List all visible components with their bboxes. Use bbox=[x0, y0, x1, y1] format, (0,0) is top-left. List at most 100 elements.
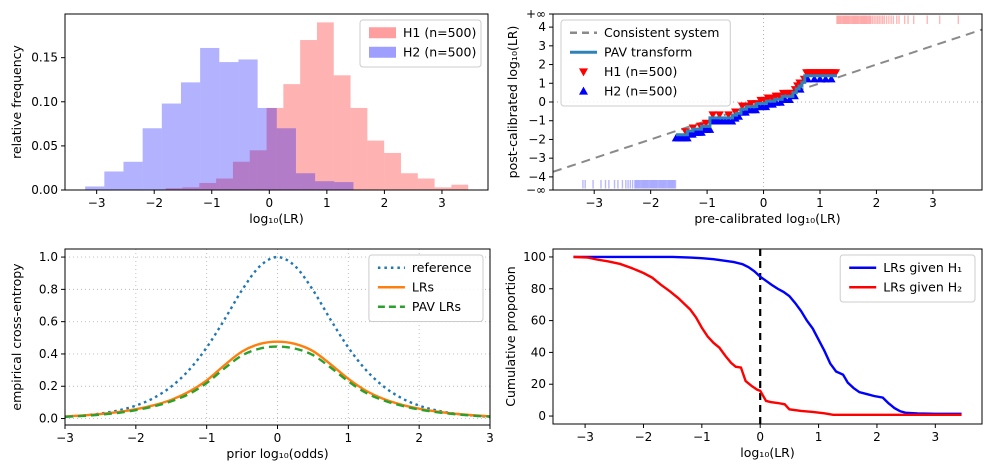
hist-bar bbox=[85, 186, 105, 190]
x-axis-label: pre-calibrated log₁₀(LR) bbox=[694, 211, 840, 226]
hist-bar bbox=[200, 47, 220, 191]
hist-bar bbox=[283, 84, 301, 190]
legend: LRs given H₁ LRs given H₂ bbox=[839, 254, 976, 303]
hist-bar bbox=[165, 188, 183, 190]
legend-label: H1 (n=500) bbox=[604, 64, 677, 79]
hist-bar bbox=[451, 184, 469, 190]
x-tick-label: 2 bbox=[381, 196, 389, 210]
x-tick-label: −3 bbox=[88, 196, 106, 210]
axis-ticks: −3 −2 −1 0 1 2 3 0.00 0.05 0.10 0.15 bbox=[31, 51, 445, 210]
legend-swatch-h1-n-500- bbox=[579, 68, 588, 77]
hist-bar bbox=[367, 140, 385, 190]
y-tick-label: +∞ bbox=[526, 7, 546, 21]
y-tick-label: 60 bbox=[531, 314, 546, 328]
y-tick-label: 3 bbox=[538, 39, 546, 53]
hist-bar bbox=[333, 75, 351, 190]
legend-swatch-h1-n-500- bbox=[369, 27, 396, 39]
x-tick-label: −1 bbox=[203, 196, 221, 210]
y-tick-label: 0.15 bbox=[31, 51, 58, 65]
rug-h1-infinite bbox=[836, 15, 959, 24]
hist-bar bbox=[315, 181, 335, 190]
x-tick-label: −2 bbox=[642, 196, 660, 210]
hist-bar bbox=[216, 178, 233, 190]
y-tick-label: 1.0 bbox=[39, 250, 58, 264]
series-lrs-given-h₂ bbox=[573, 255, 962, 416]
tippett-chart: −3 −2 −1 0 1 2 3 0 20 40 60 80 100 log₁₀(LR) Cumulativ… bbox=[503, 248, 983, 460]
legend: H1 (n=500) H2 (n=500) bbox=[359, 19, 482, 68]
y-tick-label: 1 bbox=[538, 76, 546, 90]
panel-tippett: −3 −2 −1 0 1 2 3 0 20 40 60 80 100 log₁₀(LR) Cumulativ… bbox=[497, 236, 993, 473]
series-lrs-given-h₁ bbox=[573, 255, 962, 416]
histogram-chart: −3 −2 −1 0 1 2 3 0.00 0.05 0.10 0.15 log₁₀(LR) relat… bbox=[9, 13, 489, 226]
y-tick-label: 0.0 bbox=[39, 412, 58, 426]
y-tick-label: 0.10 bbox=[31, 95, 58, 109]
hist-bar bbox=[180, 82, 201, 190]
x-tick-label: 3 bbox=[931, 430, 939, 444]
legend-label: H2 (n=500) bbox=[604, 83, 677, 98]
panel-pav-calibration: −3 −2 −1 0 1 2 3 +∞ 4 3 2 1 0 −1 −2 −3 −4 −∞ pre-calibrate… bbox=[497, 0, 993, 236]
hist-bar bbox=[334, 182, 354, 190]
grid-lines bbox=[64, 249, 491, 425]
legend-label: Consistent system bbox=[604, 25, 719, 40]
x-tick-label: 0 bbox=[760, 196, 768, 210]
hist-bar bbox=[350, 107, 368, 190]
y-tick-label: 2 bbox=[538, 58, 546, 72]
y-tick-label: 0.8 bbox=[39, 282, 58, 296]
x-axis-label: log₁₀(LR) bbox=[249, 211, 303, 226]
hist-bar bbox=[417, 178, 435, 190]
y-tick-label: 100 bbox=[523, 250, 546, 264]
axes-frame bbox=[552, 248, 983, 425]
x-tick-label: −3 bbox=[585, 196, 603, 210]
legend-label: PAV LRs bbox=[412, 299, 461, 314]
y-tick-label: −∞ bbox=[526, 183, 546, 197]
legend-box bbox=[368, 254, 484, 322]
hist-series-h2-n-500- bbox=[85, 47, 354, 191]
y-tick-label: 0.00 bbox=[31, 183, 58, 197]
x-tick-label: −1 bbox=[198, 431, 216, 445]
hist-bar bbox=[300, 40, 317, 191]
y-axis-label: post-calibrated log₁₀(LR) bbox=[505, 26, 520, 179]
legend-label: LRs given H₁ bbox=[883, 260, 962, 275]
y-tick-label: −3 bbox=[528, 151, 546, 165]
legend-label: PAV transform bbox=[604, 44, 692, 59]
x-tick-label: 1 bbox=[815, 430, 823, 444]
legend-label: LRs given H₂ bbox=[883, 279, 962, 294]
x-tick-label: 1 bbox=[323, 196, 331, 210]
pav-calibration-chart: −3 −2 −1 0 1 2 3 +∞4 3 2 1 0 −1 −2 −3 −4−∞ pre-calibrate… bbox=[505, 7, 983, 226]
legend-label: H1 (n=500) bbox=[403, 25, 476, 40]
legend: Consistent system PAV transform H1 (n=500)… bbox=[560, 19, 731, 107]
x-tick-label: −2 bbox=[127, 431, 145, 445]
panel-lr-histogram: −3 −2 −1 0 1 2 3 0.00 0.05 0.10 0.15 log₁₀(LR) relat… bbox=[0, 0, 497, 236]
y-tick-label: 0 bbox=[538, 95, 546, 109]
x-tick-label: −1 bbox=[698, 196, 716, 210]
panel-cross-entropy: −3 −2 −1 0 1 2 3 0.0 0.2 0.4 0.6 0.8 1.0 prior log₁₀(… bbox=[0, 236, 497, 473]
hist-bar bbox=[316, 22, 334, 191]
hist-bar bbox=[104, 171, 124, 190]
x-tick-label: 0 bbox=[756, 430, 764, 444]
legend-label: reference bbox=[412, 260, 472, 275]
hist-bar bbox=[276, 128, 296, 190]
hist-bar bbox=[232, 161, 250, 190]
y-tick-label: 20 bbox=[531, 377, 546, 391]
x-tick-label: 2 bbox=[873, 430, 881, 444]
x-tick-label: −1 bbox=[693, 430, 711, 444]
x-tick-label: 1 bbox=[816, 196, 824, 210]
legend-label: H2 (n=500) bbox=[403, 44, 476, 59]
legend-swatch-h2-n-500- bbox=[369, 46, 396, 58]
axis-ticks: −3 −2 −1 0 1 2 3 0.0 0.2 0.4 0.6 0.8 1.0 bbox=[39, 250, 494, 445]
x-tick-label: −3 bbox=[56, 431, 74, 445]
hist-bar bbox=[257, 107, 277, 190]
axis-ticks: −3 −2 −1 0 1 2 3 0 20 40 60 80 100 bbox=[523, 250, 939, 444]
y-tick-label: −1 bbox=[528, 114, 546, 128]
rug-h2-infinite bbox=[582, 180, 677, 189]
hist-bar bbox=[199, 182, 217, 190]
x-tick-label: 0 bbox=[265, 196, 273, 210]
y-tick-label: −4 bbox=[528, 170, 546, 184]
pav-transform-curve bbox=[676, 74, 837, 137]
x-tick-label: 2 bbox=[415, 431, 423, 445]
legend-label: LRs bbox=[412, 279, 434, 294]
x-tick-label: 3 bbox=[929, 196, 937, 210]
hist-bar bbox=[238, 59, 258, 191]
y-tick-label: 80 bbox=[531, 282, 546, 296]
ece-chart: −3 −2 −1 0 1 2 3 0.0 0.2 0.4 0.6 0.8 1.0 prior log₁₀(… bbox=[9, 248, 494, 461]
